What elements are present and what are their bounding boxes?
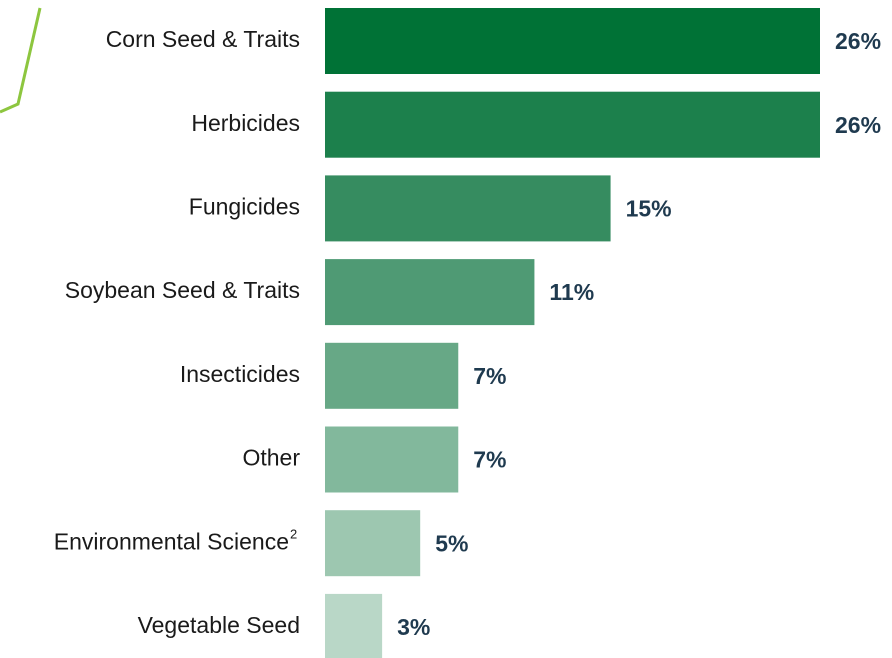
value-label: 3% [397,614,430,640]
category-label: Soybean Seed & Traits [65,277,300,303]
category-label: Corn Seed & Traits [106,26,300,52]
category-label: Vegetable Seed [138,612,300,638]
category-label: Other [242,445,300,471]
value-label: 7% [473,447,506,473]
bar [325,259,535,326]
bar [325,426,459,493]
value-label: 26% [835,112,881,138]
category-superscript: 2 [290,527,297,542]
bar [325,593,383,658]
category-label: Herbicides [191,110,300,136]
bar [325,91,820,158]
bar [325,8,820,74]
bar [325,342,459,409]
value-label: 7% [473,363,506,389]
category-label: Environmental Science [54,528,289,554]
value-label: 5% [435,530,468,556]
value-label: 11% [549,279,594,305]
value-label: 26% [835,28,881,54]
value-label: 15% [626,195,672,221]
decoration [0,7,42,114]
category-label: Fungicides [189,193,300,219]
bar [325,175,611,242]
category-label: Insecticides [180,361,300,387]
bar [325,510,421,577]
